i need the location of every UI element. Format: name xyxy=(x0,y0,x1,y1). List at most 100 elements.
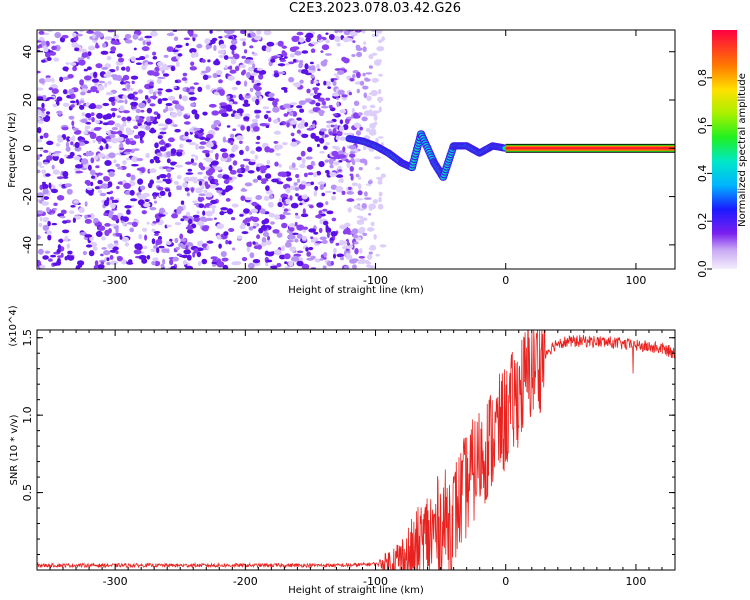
spectrogram-cell xyxy=(84,214,88,219)
spectrogram-cell xyxy=(254,109,262,114)
spectrogram-cell xyxy=(236,135,244,141)
spectrogram-cell xyxy=(355,130,362,136)
spectrogram-cell xyxy=(147,61,154,65)
spectrogram-cell xyxy=(42,188,49,195)
spectrogram-cell xyxy=(38,30,45,35)
spectrogram-cell xyxy=(56,110,63,115)
spectrogram-cell xyxy=(165,143,170,148)
spectrogram-cell xyxy=(182,136,187,139)
spectrogram-cell xyxy=(296,31,304,36)
spectrogram-cell xyxy=(113,159,117,164)
spectrogram-cell xyxy=(259,123,268,127)
spectrogram-cell xyxy=(299,202,303,206)
spectrogram-cell xyxy=(42,94,47,101)
spectrogram-cell xyxy=(240,222,245,227)
spectrogram-cell xyxy=(281,222,288,229)
spectrogram-cell xyxy=(334,124,338,130)
spectrogram-cell xyxy=(315,214,323,219)
spectrogram-cell xyxy=(159,67,164,72)
spectrogram-cell xyxy=(106,257,110,262)
spectrogram-cell xyxy=(161,97,168,101)
spectrogram-cell xyxy=(268,212,275,218)
spectrogram-cell xyxy=(74,47,80,52)
spectrogram-cell xyxy=(66,254,70,259)
spectrogram-cell xyxy=(285,187,291,194)
spectrogram-cell xyxy=(301,194,308,200)
spectrogram-cell xyxy=(149,31,158,37)
spectrogram-cell xyxy=(185,42,189,47)
spectrogram-cell xyxy=(57,136,64,143)
spectrogram-cell xyxy=(70,104,75,108)
spectrogram-cell xyxy=(210,199,218,205)
spectrogram-cell xyxy=(246,125,251,132)
spectrogram-cell xyxy=(357,190,363,196)
spectrogram-cell xyxy=(263,195,270,201)
spectrogram-cell xyxy=(117,130,123,135)
spectrogram-cell xyxy=(208,103,217,108)
spectrogram-cell xyxy=(86,30,94,34)
spectrogram-cell xyxy=(225,185,233,191)
spectrogram-cell xyxy=(189,48,197,54)
spectrogram-cell xyxy=(162,127,167,130)
spectrogram-cell xyxy=(45,52,51,58)
spectrogram-cell xyxy=(322,208,328,212)
spectrogram-cell xyxy=(363,92,368,99)
spectrogram-cell xyxy=(262,231,270,237)
spectrogram-cell xyxy=(119,133,126,138)
spectrogram-cell xyxy=(62,102,70,107)
spectrogram-cell xyxy=(153,200,158,204)
spectrogram-cell xyxy=(173,180,179,185)
spectrogram-cell xyxy=(335,242,340,246)
spectrogram-cell xyxy=(163,63,167,70)
spectrogram-cell xyxy=(138,38,144,41)
spectrogram-cell xyxy=(207,59,211,63)
spectrogram-cell xyxy=(203,189,208,193)
spectrogram-cell xyxy=(288,227,295,232)
spectrogram-cell xyxy=(241,55,246,59)
spectrogram-cell xyxy=(182,182,188,188)
spectrogram-cell xyxy=(137,122,142,127)
spectrogram-cell xyxy=(152,192,158,198)
spectrogram-cell xyxy=(294,238,299,243)
spectrogram-cell xyxy=(93,127,101,131)
spectrogram-cell xyxy=(89,103,96,109)
spectrogram-cell xyxy=(152,91,157,96)
spectrogram-cell xyxy=(46,30,54,33)
spectrogram-cell xyxy=(353,241,359,245)
spectrogram-cell xyxy=(310,160,315,166)
spectrogram-cell xyxy=(49,51,57,56)
spectrogram-cell xyxy=(273,130,281,135)
spectrogram-cell xyxy=(270,221,275,225)
spectrogram-cell xyxy=(349,166,354,172)
spectrogram-cell xyxy=(228,36,234,40)
spectrogram-cell xyxy=(155,180,164,184)
spectrogram-cell xyxy=(37,94,42,97)
spectrogram-cell xyxy=(37,40,42,43)
spectrogram-cell xyxy=(159,190,166,196)
spectrogram-cell xyxy=(242,103,251,107)
spectrogram-cell xyxy=(213,45,217,51)
spectrogram-cell xyxy=(133,125,139,130)
spectrogram-cell xyxy=(275,144,283,150)
spectrogram-cell xyxy=(343,132,349,136)
spectrogram-cell xyxy=(166,33,175,36)
spectrogram-cell xyxy=(46,207,50,213)
spectrogram-cell xyxy=(332,113,338,116)
spectrogram-cell xyxy=(359,208,366,211)
spectrogram-cell xyxy=(69,210,75,214)
spectrogram-cell xyxy=(169,238,173,242)
spectrogram-cell xyxy=(213,119,221,126)
spectrogram-cell xyxy=(184,131,189,137)
spectrogram-cell xyxy=(162,178,168,182)
spectrogram-cell xyxy=(277,40,284,47)
spectrogram-cell xyxy=(281,245,285,252)
spectrogram-cell xyxy=(138,102,146,109)
spectrogram-cell xyxy=(371,52,378,56)
spectrogram-cell xyxy=(39,146,44,152)
spectrogram-cell xyxy=(189,176,197,182)
spectrogram-cell xyxy=(294,50,302,56)
spectrogram-cell xyxy=(212,264,217,267)
spectrogram-cell xyxy=(357,215,363,219)
spectrogram-cell xyxy=(76,33,83,37)
spectrogram-cell xyxy=(350,230,357,235)
